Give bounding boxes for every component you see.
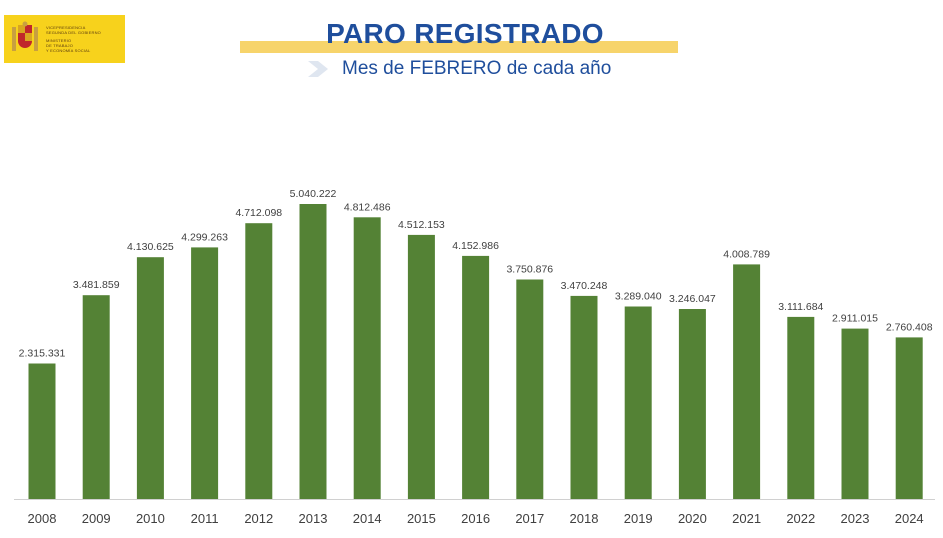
x-tick-label-2014: 2014 [353, 511, 382, 526]
bar-2018 [570, 295, 598, 499]
value-label-2010: 4.130.625 [127, 241, 174, 253]
bar-2020 [678, 309, 706, 499]
bar-2014 [353, 217, 381, 500]
value-label-2018: 3.470.248 [561, 280, 608, 292]
x-tick-label-2012: 2012 [244, 511, 273, 526]
value-label-2016: 4.152.986 [452, 240, 499, 252]
logo-text: VICEPRESIDENCIA SEGUNDA DEL GOBIERNO MIN… [46, 25, 101, 53]
value-label-2011: 4.299.263 [181, 231, 228, 243]
x-tick-label-2013: 2013 [299, 511, 328, 526]
coat-of-arms-icon [12, 21, 38, 51]
value-label-2024: 2.760.408 [886, 321, 933, 333]
x-tick-label-2021: 2021 [732, 511, 761, 526]
bar-2013 [299, 204, 327, 499]
bar-2022 [787, 316, 815, 499]
bar-2009 [82, 295, 110, 499]
logo-line: SEGUNDA DEL GOBIERNO [46, 30, 101, 35]
chevron-right-icon [308, 61, 328, 77]
bar-2011 [191, 247, 219, 499]
logo-line: VICEPRESIDENCIA [46, 25, 86, 30]
bar-2012 [245, 223, 273, 499]
chart-title: PARO REGISTRADO [326, 18, 604, 49]
value-label-2009: 3.481.859 [73, 279, 120, 291]
bar-2008 [28, 363, 56, 499]
value-label-2008: 2.315.331 [19, 348, 66, 360]
value-label-2023: 2.911.015 [832, 313, 878, 325]
bar-2024 [895, 337, 923, 499]
value-label-2017: 3.750.876 [506, 264, 553, 276]
x-tick-label-2008: 2008 [28, 511, 57, 526]
bar-2016 [462, 255, 490, 499]
x-tick-label-2011: 2011 [191, 511, 219, 526]
bar-2019 [624, 306, 652, 499]
x-tick-label-2015: 2015 [407, 511, 436, 526]
bar-2023 [841, 328, 869, 499]
value-label-2020: 3.246.047 [669, 293, 716, 305]
subtitle-row: Mes de FEBRERO de cada año [306, 56, 611, 82]
government-logo: VICEPRESIDENCIA SEGUNDA DEL GOBIERNO MIN… [4, 15, 125, 63]
logo-line: MINISTERIO [46, 38, 72, 43]
x-tick-label-2022: 2022 [786, 511, 815, 526]
logo-line: Y ECONOMÍA SOCIAL [46, 48, 91, 53]
value-label-2021: 4.008.789 [723, 248, 770, 260]
bar-2010 [136, 257, 164, 499]
x-tick-label-2024: 2024 [895, 511, 924, 526]
value-label-2012: 4.712.098 [235, 207, 282, 219]
title-highlight-band [240, 41, 678, 53]
x-tick-label-2017: 2017 [515, 511, 544, 526]
logo-line: DE TRABAJO [46, 43, 74, 48]
x-tick-label-2010: 2010 [136, 511, 165, 526]
x-tick-label-2018: 2018 [570, 511, 599, 526]
x-tick-label-2020: 2020 [678, 511, 707, 526]
x-tick-label-2016: 2016 [461, 511, 490, 526]
bar-2017 [516, 279, 544, 499]
value-label-2022: 3.111.684 [778, 301, 823, 313]
bar-2015 [407, 234, 435, 499]
value-label-2015: 4.512.153 [398, 219, 445, 231]
bar-2021 [733, 264, 761, 499]
value-label-2019: 3.289.040 [615, 291, 662, 303]
chart-subtitle: Mes de FEBRERO de cada año [342, 58, 612, 79]
x-tick-label-2019: 2019 [624, 511, 653, 526]
value-label-2014: 4.812.486 [344, 201, 391, 213]
x-tick-label-2009: 2009 [82, 511, 111, 526]
x-tick-label-2023: 2023 [841, 511, 870, 526]
value-label-2013: 5.040.222 [290, 188, 337, 200]
